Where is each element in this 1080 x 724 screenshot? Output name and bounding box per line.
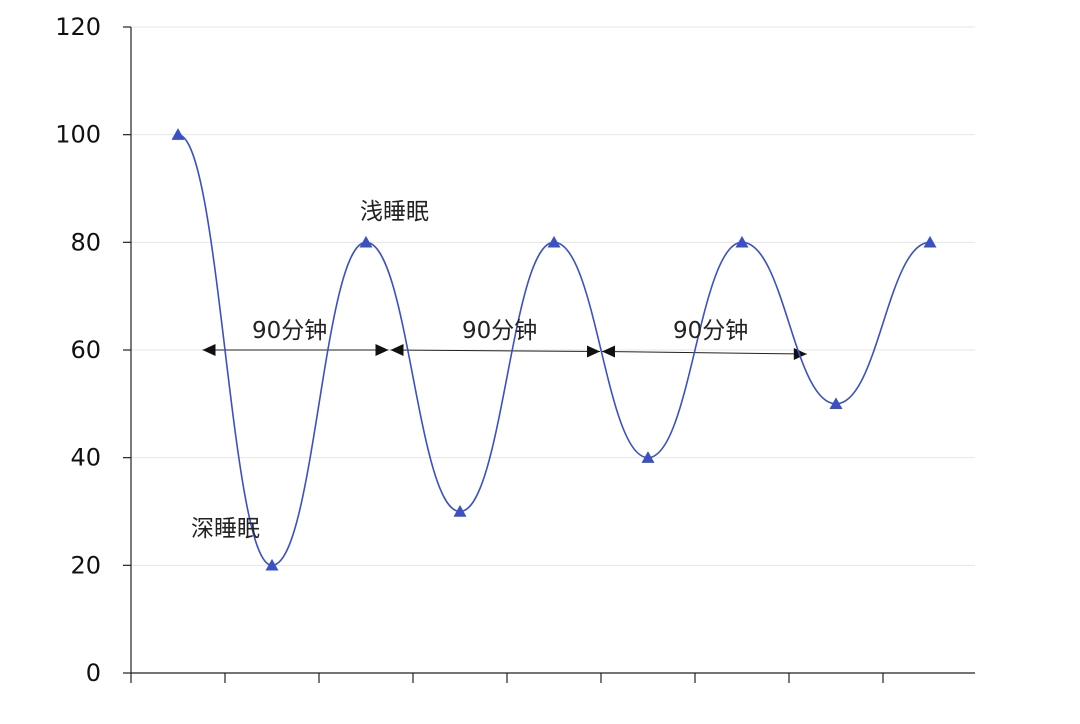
arrow-head-left [602, 345, 615, 358]
arrow-head-right [793, 348, 807, 360]
cycle-span-line [390, 349, 601, 352]
annotation-cycle-2: 90分钟 [462, 318, 537, 344]
y-tick-label: 120 [55, 13, 101, 41]
arrow-head-left [202, 344, 216, 356]
data-point-marker [829, 397, 843, 410]
y-tick-label: 20 [70, 551, 101, 579]
y-tick-label: 0 [86, 659, 101, 687]
arrow-head-right [375, 344, 389, 356]
x-tick-marks [130, 673, 884, 683]
y-tick-label: 100 [55, 121, 101, 149]
annotation-light-sleep: 浅睡眠 [360, 199, 429, 225]
data-point-marker [171, 128, 185, 140]
y-tick-label: 80 [70, 228, 101, 256]
y-tick-label: 40 [70, 444, 101, 472]
data-point-marker [547, 235, 561, 248]
series-line [177, 133, 931, 567]
data-point-marker [453, 505, 467, 517]
arrow-head-left [390, 344, 404, 356]
annotation-deep-sleep: 深睡眠 [191, 516, 260, 542]
y-tick-label: 60 [70, 336, 101, 364]
data-point-marker [923, 235, 937, 248]
grid-lines [131, 26, 975, 566]
annotation-cycle-1: 90分钟 [252, 318, 327, 344]
annotation-cycle-3: 90分钟 [673, 318, 748, 344]
data-point-marker [359, 235, 373, 248]
data-point-marker [265, 558, 279, 571]
cycle-arrows [202, 344, 807, 360]
cycle-span-line [601, 351, 807, 355]
data-point-marker [641, 451, 655, 463]
data-markers [171, 128, 937, 571]
y-tick-labels: 0 20 40 60 80 100 120 [55, 13, 131, 687]
arrow-head-right [587, 345, 600, 358]
data-point-marker [735, 235, 749, 248]
